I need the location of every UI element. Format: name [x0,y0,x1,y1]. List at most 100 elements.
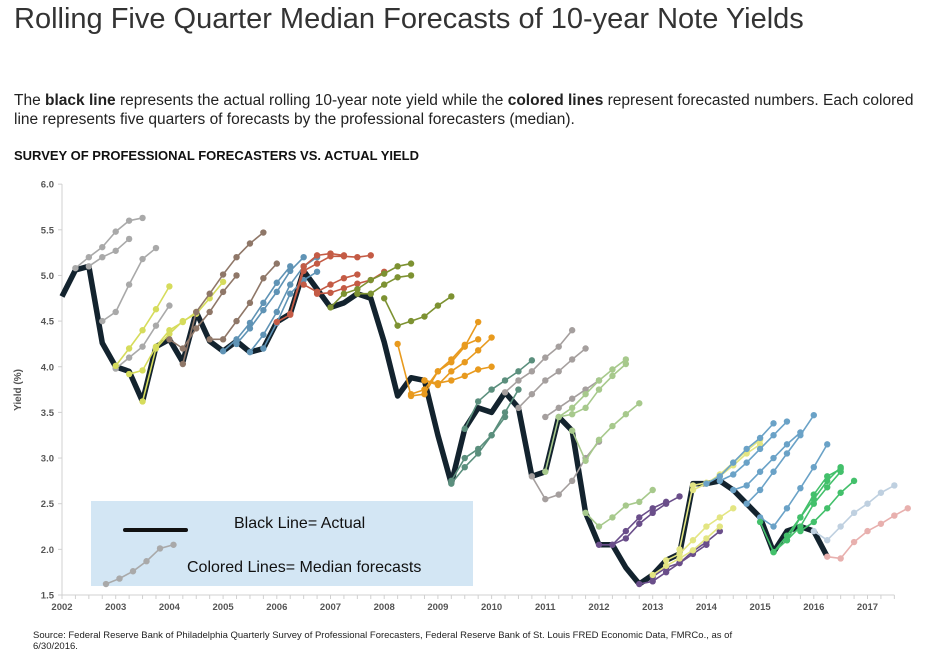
forecast-series-point [260,274,267,282]
forecast-series-point [125,345,133,352]
y-tick-label: 4.0 [41,362,54,373]
x-tick-label: 2013 [642,602,663,613]
source-note: Source: Federal Reserve Bank of Philadel… [33,630,733,652]
x-tick-label: 2014 [696,602,718,613]
forecast-series [233,253,307,348]
forecast-series-point [689,547,697,554]
forecast-series-point [407,390,415,398]
y-tick-label: 4.5 [41,317,55,328]
forecast-series-point [676,493,683,500]
forecast-series-point [125,235,133,243]
forecast-series [649,523,724,579]
forecast-series-point [179,345,187,352]
forecast-series-point [340,285,348,292]
forecast-series-point [152,322,160,329]
forecast-series-point [528,357,536,364]
forecast-series-point [461,358,468,366]
forecast-series-point [783,450,791,457]
forecast-series-point [85,263,93,270]
legend-sample-point [143,558,150,565]
forecast-series-point [636,580,643,588]
forecast-series-point [448,377,455,384]
x-tick-label: 2005 [213,602,235,613]
forecast-series-point [125,217,133,224]
forecast-series-point [636,400,643,407]
forecast-series-point [528,368,536,375]
forecast-series-line [719,420,788,482]
forecast-series-point [837,468,844,475]
forecast-series-point [730,486,737,494]
forecast-series [703,420,777,487]
forecast-series-line [317,271,385,295]
forecast-series-point [743,500,750,507]
y-tick-label: 2.5 [41,499,55,510]
legend-forecast-swatch [102,541,177,588]
forecast-series [448,413,509,485]
forecast-series-point [448,356,455,363]
forecast-series-point [340,290,348,297]
legend-sample-point [156,545,164,552]
forecast-series-point [139,398,146,405]
forecast-series-point [246,325,254,332]
forecast-series-point [461,454,468,462]
forecast-series-point [501,389,509,396]
forecast-series-point [139,367,146,374]
forecast-series-point [756,434,764,442]
forecast-series-point [515,404,522,412]
forecast-series-point [125,370,133,378]
forecast-series-point [300,281,307,288]
forecast-series-point [555,404,562,412]
forecast-series-point [716,523,724,530]
forecast-series-point [313,268,321,275]
forecast-series-point [407,317,415,325]
forecast-series-point [139,327,146,334]
legend-sample-point [170,541,177,548]
forecast-series-point [421,313,428,320]
forecast-series-point [770,468,777,475]
forecast-series-point [756,441,764,448]
legend-box [91,501,473,586]
x-tick-label: 2017 [857,602,878,613]
forecast-series-point [891,482,898,489]
legend-sample-point [129,568,137,575]
forecast-series-point [246,299,254,307]
forecast-series-point [219,278,227,286]
legend: Black Line= Actual Colored Lines= Median… [102,515,421,588]
forecast-series-point [756,468,764,475]
forecast-series-point [730,471,737,478]
forecast-series [609,493,683,548]
forecast-series-point [300,253,307,261]
forecast-series-point [649,571,656,579]
forecast-series-point [582,509,589,517]
y-tick-label: 5.0 [41,271,54,282]
forecast-series-point [112,247,119,254]
forecast-series-point [756,518,764,526]
forecast-series-point [595,436,603,443]
forecast-series-point [770,420,777,427]
forecast-series-point [300,263,307,270]
forecast-series-point [703,523,710,530]
forecast-series-point [233,272,240,279]
forecast-series-line [706,422,775,485]
forecast-series-point [313,252,321,259]
forecast-series-line [115,305,171,370]
forecast-series-point [770,432,777,439]
y-tick-label: 3.0 [41,454,54,465]
forecast-series-point [367,290,374,297]
forecast-series-point [649,486,656,494]
forecast-series-point [367,276,374,284]
x-tick-label: 2006 [266,602,287,613]
forecast-series-point [461,372,468,380]
forecast-series-point [810,518,817,526]
forecast-series-point [555,413,562,421]
forecast-series [112,283,173,370]
forecast-series-point [515,386,522,393]
forecast-series-point [622,356,630,363]
desc-text-3: represent forecasted numbers. Each color… [14,92,914,128]
forecast-series-point [837,523,844,530]
forecast-series-point [810,491,817,498]
forecast-series-point [461,425,468,433]
forecast-series-point [219,348,227,355]
forecast-series-point [783,418,791,425]
forecast-series [555,360,630,421]
